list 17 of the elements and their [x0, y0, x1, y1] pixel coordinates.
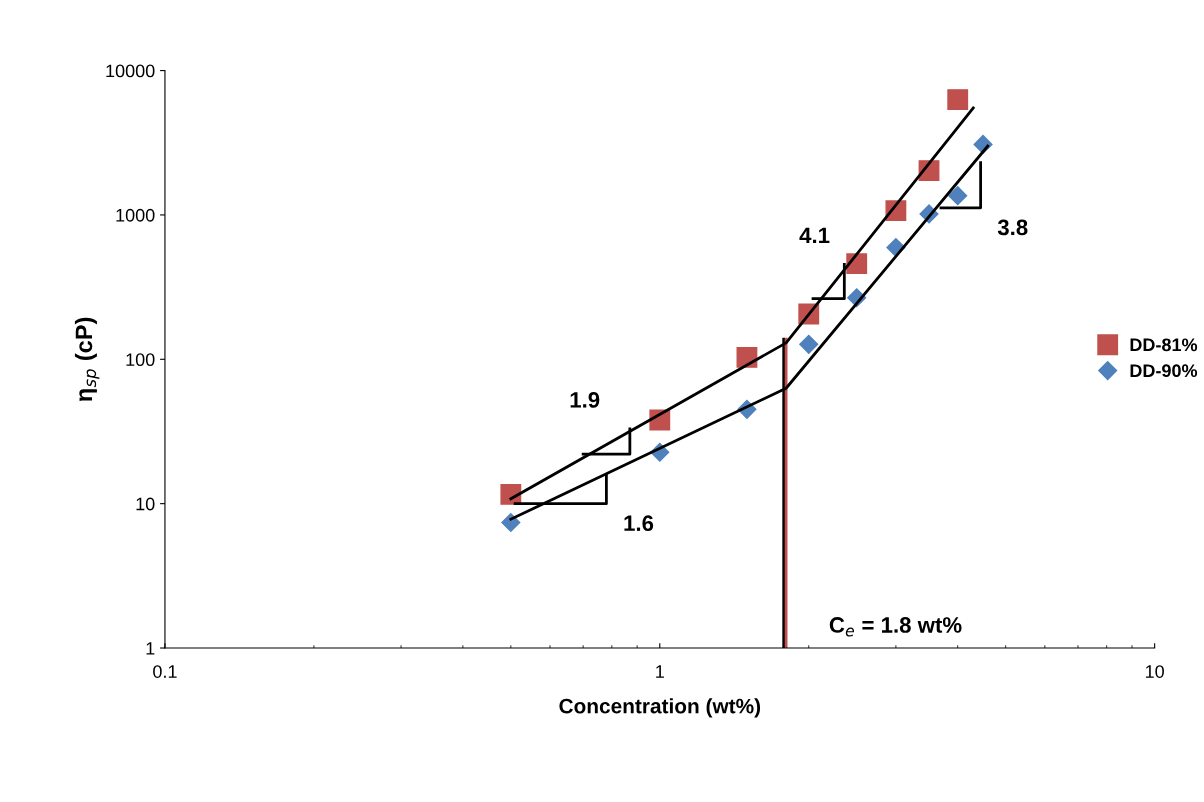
legend-label: DD-81% — [1130, 338, 1198, 352]
legend-label: DD-90% — [1130, 364, 1198, 378]
x-tick-label: 10 — [1145, 665, 1164, 678]
y-tick-label: 100 — [126, 353, 155, 367]
y-tick-label: 10 — [136, 497, 155, 511]
annotation: 4.1 — [799, 227, 830, 244]
x-tick-label: 0.1 — [153, 665, 177, 678]
y-axis-title: η$_{sp}$ (cP) — [74, 317, 100, 401]
annotation: 3.8 — [997, 219, 1028, 236]
y-tick-label: 10000 — [106, 64, 155, 78]
y-tick-label: 1000 — [116, 208, 155, 222]
ref-line-label: C$_{e}$ = 1.8 wt% — [829, 617, 962, 637]
annotation: 1.6 — [624, 515, 654, 532]
x-tick-label: 1 — [656, 665, 664, 678]
annotation: 1.9 — [570, 392, 600, 408]
x-axis-title: Concentration (wt%) — [559, 698, 761, 718]
y-tick-label: 1 — [146, 642, 155, 655]
